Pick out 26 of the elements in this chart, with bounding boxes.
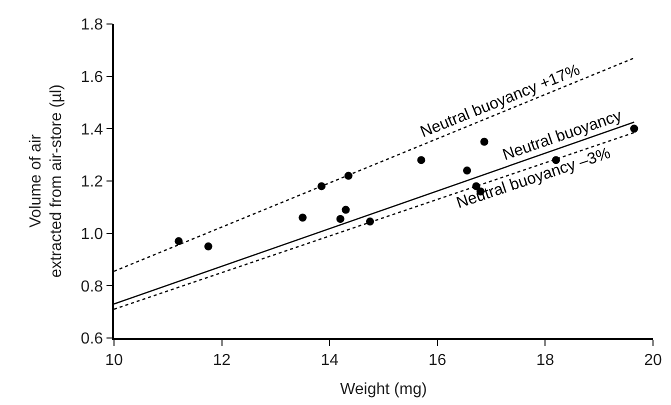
x-tick-label: 18 [536,352,554,369]
point [344,172,352,180]
point [342,206,350,214]
point [480,138,488,146]
y-tick-label: 0.6 [80,330,104,348]
y-axis-title: Volume of air extracted from air-store (µl) [27,84,66,278]
x-tick-label: 20 [644,352,662,369]
x-tick-label: 12 [212,352,231,369]
x-tick-label: 10 [105,352,123,369]
point [336,214,344,223]
point [366,218,374,226]
point [298,214,307,222]
point [174,237,183,246]
x-tick-label: 16 [428,352,446,369]
y-tick-label: 0.8 [80,278,104,296]
x-tick-label: 14 [320,352,339,369]
y-tick-label: 1.2 [80,174,104,191]
point [417,156,426,164]
point [204,242,212,250]
point [463,166,472,175]
y-tick-label: 1.0 [80,226,104,243]
y-tick-label: 1.4 [80,121,104,138]
y-tick-label: 1.6 [80,68,104,86]
x-axis-title: Weight (mg) [340,381,427,398]
y-tick-label: 1.8 [80,16,104,34]
point [630,124,638,133]
